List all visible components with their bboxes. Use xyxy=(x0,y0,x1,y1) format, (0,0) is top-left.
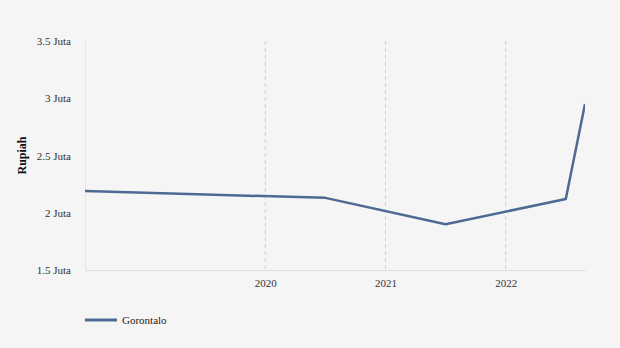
legend: Gorontalo xyxy=(85,314,167,326)
y-tick: 3 Juta xyxy=(45,92,85,104)
series-group xyxy=(85,104,585,224)
x-axis-line xyxy=(86,270,586,271)
x-axis: 2020 2021 2022 xyxy=(86,270,586,289)
y-tick-label: 1.5 Juta xyxy=(37,264,71,276)
x-tick-label: 2020 xyxy=(255,277,277,289)
y-tick: 3.5 Juta xyxy=(37,35,85,47)
y-tick-label: 3 Juta xyxy=(45,92,71,104)
grid xyxy=(265,41,505,270)
y-tick: 2.5 Juta xyxy=(37,150,85,162)
y-tick: 2 Juta xyxy=(45,207,85,219)
x-tick: 2020 xyxy=(255,270,277,289)
grid-line xyxy=(385,41,386,270)
y-tick-label: 3.5 Juta xyxy=(37,35,71,47)
background xyxy=(0,0,620,348)
x-tick-label: 2022 xyxy=(495,277,517,289)
grid-line xyxy=(505,41,506,270)
x-tick: 2022 xyxy=(495,270,517,289)
y-tick: 1.5 Juta xyxy=(37,264,85,276)
legend-item: Gorontalo xyxy=(85,314,167,326)
y-axis-line xyxy=(85,42,86,271)
chart: 2020 2021 2022 1.5 Juta 2 Juta 2.5 Juta 3 Juta… xyxy=(0,0,620,348)
y-tick-label: 2.5 Juta xyxy=(37,150,71,162)
y-axis-title: Rupiah xyxy=(15,136,29,174)
plot: 2020 2021 2022 1.5 Juta 2 Juta 2.5 Juta 3 Juta… xyxy=(37,35,586,289)
x-tick-label: 2021 xyxy=(375,277,397,289)
legend-swatch xyxy=(85,319,117,322)
grid-line xyxy=(265,41,266,270)
x-tick: 2021 xyxy=(375,270,397,289)
y-axis: 1.5 Juta 2 Juta 2.5 Juta 3 Juta 3.5 Juta xyxy=(37,35,86,276)
legend-label: Gorontalo xyxy=(122,314,167,326)
y-tick-label: 2 Juta xyxy=(45,207,71,219)
line xyxy=(85,104,585,224)
